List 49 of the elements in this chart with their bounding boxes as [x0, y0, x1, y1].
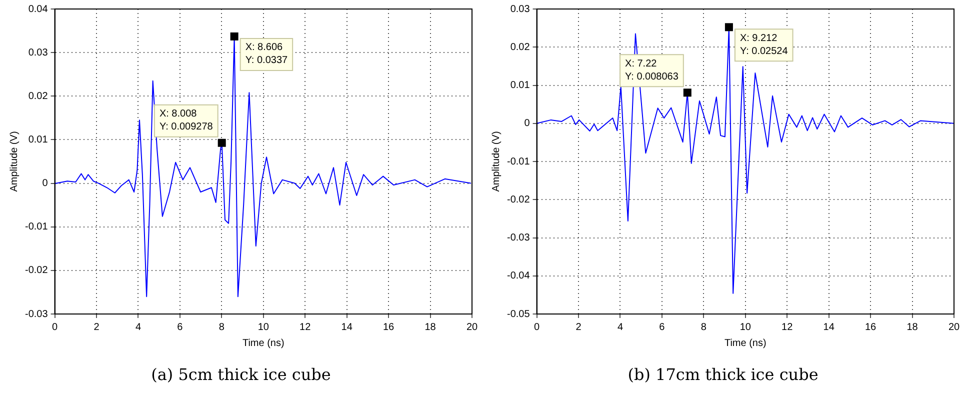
x-tick-label: 6: [659, 322, 666, 333]
x-tick-label: 2: [94, 322, 100, 333]
y-axis-title: Amplitude (V): [490, 131, 502, 192]
x-tick-label: 4: [135, 322, 142, 333]
x-axis-title: Time (ns): [242, 338, 284, 349]
y-tick-label: 0.01: [510, 80, 530, 91]
annotation: X: 7.22 Y: 0.008063: [625, 58, 679, 82]
y-tick-label: -0.04: [506, 270, 530, 282]
x-tick-label: 2: [576, 322, 582, 333]
x-tick-label: 14: [341, 322, 353, 333]
y-tick-label: -0.02: [506, 194, 530, 206]
annotation: X: 8.008 Y: 0.009278: [159, 108, 214, 133]
annotation: X: 8.606 Y: 0.0337: [245, 42, 288, 66]
y-tick-label: 0.01: [28, 134, 48, 146]
y-tick-label: 0: [42, 178, 48, 190]
annotation: X: 9.212 Y: 0.02524: [740, 32, 788, 57]
y-tick-label: 0.03: [28, 47, 48, 58]
y-tick-label: -0.02: [24, 265, 48, 276]
x-tick-label: 14: [823, 322, 835, 333]
x-tick-label: 20: [948, 322, 960, 333]
y-tick-label: 0: [524, 118, 530, 130]
x-tick-label: 16: [382, 322, 395, 333]
x-tick-label: 10: [258, 322, 270, 333]
y-tick-label: -0.01: [24, 222, 48, 233]
x-tick-label: 16: [864, 322, 877, 333]
text: (b) 17cm thick ice cube: [626, 365, 820, 384]
y-axis-title: Amplitude (V): [8, 131, 20, 192]
x-tick-label: 18: [424, 322, 436, 333]
y-tick-label: -0.01: [506, 156, 530, 168]
x-tick-label: 20: [466, 322, 478, 333]
x-tick-label: 0: [534, 322, 540, 333]
x-tick-label: 8: [700, 322, 707, 333]
x-tick-label: 10: [740, 322, 752, 333]
x-tick-label: 8: [218, 322, 225, 333]
x-tick-label: 12: [782, 322, 794, 333]
x-tick-label: 12: [300, 322, 312, 333]
y-tick-label: 0.02: [510, 42, 530, 53]
y-tick-label: 0.04: [28, 4, 48, 15]
x-tick-label: 0: [52, 322, 58, 333]
y-tick-label: 0.02: [28, 90, 48, 102]
y-tick-label: -0.03: [506, 232, 530, 244]
x-tick-label: 4: [617, 322, 624, 333]
x-axis-title: Time (ns): [724, 338, 766, 349]
text: (a) 5cm thick ice cube: [150, 365, 332, 384]
y-tick-label: -0.03: [24, 308, 48, 320]
x-tick-label: 18: [906, 322, 918, 333]
y-tick-label: -0.05: [506, 308, 530, 320]
y-tick-label: 0.03: [510, 4, 530, 15]
x-tick-label: 6: [177, 322, 184, 333]
